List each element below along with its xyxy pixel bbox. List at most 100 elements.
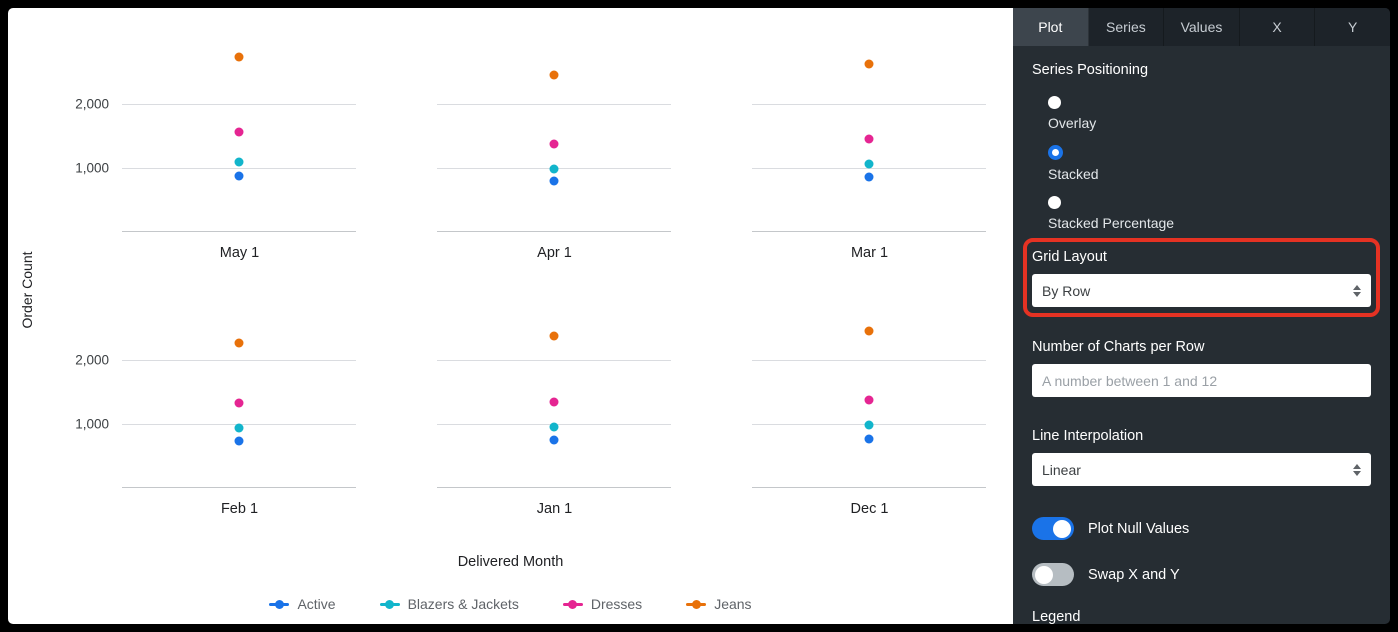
data-point-dresses[interactable] — [549, 139, 559, 149]
x-axis-line — [122, 231, 356, 232]
radio-option-stacked-percentage[interactable]: Stacked Percentage — [1048, 196, 1371, 231]
tab-x[interactable]: X — [1240, 8, 1316, 46]
legend-item-jeans[interactable]: Jeans — [686, 596, 752, 612]
radio-option-stacked[interactable]: Stacked — [1048, 145, 1371, 182]
data-point-blazers-jackets[interactable] — [549, 422, 559, 432]
y-tick-label: 2,000 — [75, 96, 109, 112]
gridline — [437, 104, 671, 105]
plot-area — [752, 296, 986, 488]
data-point-jeans[interactable] — [234, 52, 244, 62]
legend-label: Jeans — [714, 596, 752, 612]
legend-label: Dresses — [590, 596, 643, 612]
grid-layout-section: Grid Layout By Row — [1023, 238, 1380, 317]
gridline — [122, 168, 356, 169]
plot-area — [437, 296, 671, 488]
data-point-active[interactable] — [234, 436, 244, 446]
y-tick-label: 2,000 — [75, 352, 109, 368]
gridline — [122, 360, 356, 361]
legend-item-blazers-jackets[interactable]: Blazers & Jackets — [379, 596, 519, 612]
x-axis-line — [752, 231, 986, 232]
legend-dot — [691, 599, 701, 609]
gridline — [122, 104, 356, 105]
tab-values[interactable]: Values — [1164, 8, 1240, 46]
radio-label: Stacked — [1048, 166, 1099, 182]
viz-settings-panel: Plot Series Values X Y Series Positioning Ov… — [1013, 8, 1390, 624]
data-point-jeans[interactable] — [549, 331, 559, 341]
data-point-blazers-jackets[interactable] — [864, 420, 874, 430]
data-point-active[interactable] — [234, 171, 244, 181]
line-interpolation-label: Line Interpolation — [1032, 428, 1144, 444]
mini-chart-may-1: 2,000 1,000 May 1 — [75, 40, 397, 280]
data-point-active[interactable] — [549, 435, 559, 445]
data-point-jeans[interactable] — [864, 326, 874, 336]
legend-label: Blazers & Jackets — [407, 596, 519, 612]
legend-label: Active — [297, 596, 336, 612]
x-tick-label: Feb 1 — [220, 501, 259, 517]
toggle-label: Plot Null Values — [1088, 520, 1190, 537]
legend-marker-icon — [379, 599, 400, 609]
data-point-active[interactable] — [864, 172, 874, 182]
line-interpolation-select[interactable]: Linear — [1032, 453, 1371, 486]
mini-chart-dec-1: Dec 1 — [712, 296, 1027, 536]
radio-option-overlay[interactable]: Overlay — [1048, 96, 1371, 131]
grid-layout-select[interactable]: By Row — [1032, 274, 1371, 307]
data-point-jeans[interactable] — [864, 59, 874, 69]
toggle-label: Swap X and Y — [1088, 566, 1180, 583]
x-tick-label: Mar 1 — [850, 245, 889, 261]
radio-label: Overlay — [1048, 115, 1097, 131]
grid-layout-value: By Row — [1042, 282, 1091, 299]
data-point-blazers-jackets[interactable] — [234, 423, 244, 433]
y-tick-label: 1,000 — [75, 416, 109, 432]
radio-unselected-icon[interactable] — [1048, 196, 1061, 209]
tab-series[interactable]: Series — [1089, 8, 1165, 46]
legend-item-active[interactable]: Active — [269, 596, 336, 612]
data-point-active[interactable] — [864, 434, 874, 444]
plot-area — [752, 40, 986, 232]
chart-canvas: Order Count 2,000 1,000 May 1 Apr 1 Mar 1 2,0… — [8, 8, 1013, 624]
toggle-row-swap-x-and-y: Swap X and Y — [1032, 563, 1371, 586]
plot-area: 2,000 1,000 — [75, 296, 356, 488]
x-tick-label: Jan 1 — [536, 501, 573, 517]
gridline — [437, 360, 671, 361]
data-point-blazers-jackets[interactable] — [549, 164, 559, 174]
charts-per-row-input[interactable] — [1032, 364, 1371, 397]
x-axis-title: Delivered Month — [457, 554, 564, 570]
series-positioning-options: Overlay Stacked Stacked Percentage — [1032, 96, 1371, 231]
mini-chart-mar-1: Mar 1 — [712, 40, 1027, 280]
tab-y[interactable]: Y — [1348, 19, 1358, 35]
toggle-row-plot-null-values: Plot Null Values — [1032, 517, 1371, 540]
charts-per-row-section: Number of Charts per Row — [1032, 339, 1371, 397]
data-point-dresses[interactable] — [864, 134, 874, 144]
small-multiples-grid: 2,000 1,000 May 1 Apr 1 Mar 1 2,000 1,000 Feb 1… — [75, 40, 1027, 536]
charts-per-row-label: Number of Charts per Row — [1032, 339, 1205, 355]
legend-item-dresses[interactable]: Dresses — [562, 596, 643, 612]
toggle-list: Plot Null Values Swap X and Y — [1032, 517, 1371, 586]
series-positioning-heading: Series Positioning — [1032, 62, 1149, 78]
y-tick-label: 1,000 — [75, 160, 109, 176]
data-point-blazers-jackets[interactable] — [864, 159, 874, 169]
settings-tab-bar: Plot Series Values X Y — [1013, 8, 1390, 46]
chart-legend: Active Blazers & Jackets Dresses Jeans — [8, 596, 1013, 612]
mini-chart-jan-1: Jan 1 — [397, 296, 712, 536]
x-axis-line — [752, 487, 986, 488]
data-point-dresses[interactable] — [234, 398, 244, 408]
data-point-jeans[interactable] — [234, 338, 244, 348]
data-point-blazers-jackets[interactable] — [234, 157, 244, 167]
data-point-dresses[interactable] — [234, 127, 244, 137]
legend-section-heading: Legend — [1032, 609, 1081, 624]
radio-unselected-icon[interactable] — [1048, 96, 1061, 109]
line-interpolation-section: Line Interpolation Linear — [1032, 428, 1371, 486]
data-point-jeans[interactable] — [549, 70, 559, 80]
data-point-active[interactable] — [549, 176, 559, 186]
radio-selected-icon[interactable] — [1048, 145, 1063, 160]
x-tick-label: Dec 1 — [850, 501, 889, 517]
data-point-dresses[interactable] — [864, 395, 874, 405]
legend-dot — [568, 599, 578, 609]
x-axis-line — [437, 231, 671, 232]
data-point-dresses[interactable] — [549, 397, 559, 407]
toggle-swap-x-and-y[interactable] — [1032, 563, 1074, 586]
legend-dot — [274, 599, 284, 609]
tab-plot[interactable]: Plot — [1013, 8, 1089, 46]
toggle-plot-null-values[interactable] — [1032, 517, 1074, 540]
legend-marker-icon — [562, 599, 583, 609]
